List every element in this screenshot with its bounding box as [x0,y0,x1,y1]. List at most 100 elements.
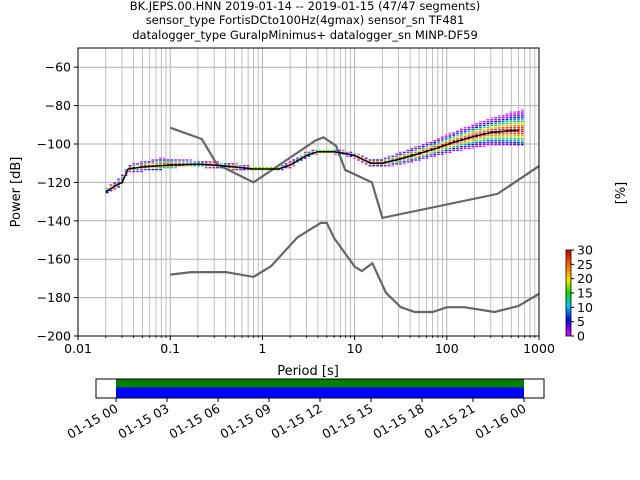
histogram-cell [307,151,311,153]
histogram-cell [444,151,448,153]
histogram-cell [513,138,517,140]
histogram-cell [105,188,109,190]
histogram-cell [437,151,440,153]
histogram-cell [421,149,425,152]
time-tick-label: 01-15 15 [319,401,375,442]
histogram-cell [486,138,490,140]
histogram-cell [147,161,151,163]
histogram-cell [509,120,513,123]
colorbar-tick-label: 5 [577,314,585,329]
histogram-cell [433,145,437,148]
histogram-cell [155,167,159,169]
histogram-cell [303,157,307,159]
histogram-cell [456,130,459,132]
histogram-cell [513,117,517,119]
histogram-cell [509,136,513,138]
histogram-cell [284,163,288,165]
histogram-cell [143,163,147,165]
histogram-cell [444,145,448,148]
histogram-cell [494,119,497,121]
histogram-cell [517,138,520,140]
y-tick-label: −180 [37,290,71,305]
histogram-cell [132,170,136,173]
histogram-cell [414,145,418,148]
histogram-cell [452,144,456,146]
histogram-cell [501,138,505,140]
histogram-cell [505,138,509,140]
histogram-cell [200,161,204,163]
histogram-cell [456,136,459,138]
histogram-cell [494,117,497,119]
histogram-cell [258,167,261,169]
histogram-cell [482,142,486,144]
histogram-cell [124,168,128,171]
histogram-cell [220,163,223,165]
histogram-cell [467,147,471,150]
y-axis-label: Power [dB] [9,157,24,228]
histogram-cell [513,113,517,115]
histogram-cell [471,124,475,127]
histogram-cell [136,165,139,167]
histogram-cell [155,159,159,161]
histogram-cell [292,161,296,163]
histogram-cell [509,134,513,136]
histogram-cell [189,165,193,167]
histogram-cell [479,130,482,132]
histogram-cell [501,117,505,119]
colorbar-tick-label: 20 [577,271,593,286]
histogram-cell [490,130,494,132]
histogram-cell [517,117,520,119]
histogram-cell [418,157,421,159]
histogram-cell [288,161,292,163]
histogram-cell [399,161,402,163]
histogram-cell [482,122,486,125]
histogram-cell [463,132,467,134]
histogram-cell [440,149,444,152]
histogram-cell [494,124,497,127]
histogram-cell [166,167,170,169]
histogram-cell [117,178,120,180]
histogram-cell [402,155,406,157]
histogram-cell [440,151,444,153]
histogram-cell [231,165,235,167]
histogram-cell [288,167,292,169]
histogram-cell [513,122,517,125]
histogram-cell [456,149,459,152]
histogram-cell [520,109,524,111]
histogram-cell [456,145,459,148]
histogram-cell [475,124,478,127]
colorbar-tick-label: 15 [577,286,593,301]
histogram-cell [391,161,395,163]
histogram-cell [296,157,299,159]
time-tick-label: 01-15 06 [166,401,222,442]
histogram-cell [433,153,437,155]
histogram-cell [425,144,429,146]
x-tick-label: 10 [347,341,363,356]
histogram-cell [147,168,151,171]
histogram-cell [136,168,139,171]
histogram-cell [178,159,181,161]
histogram-cell [501,142,505,144]
time-tick-label: 01-15 00 [64,401,120,442]
histogram-cell [159,167,162,169]
histogram-cell [494,120,497,123]
histogram-cell [433,142,437,144]
histogram-cell [490,140,494,142]
histogram-cell [406,149,410,152]
noise-model-nhnm [169,126,540,220]
histogram-cell [520,132,524,134]
histogram-cell [475,126,478,129]
plot-frame [77,47,540,337]
histogram-cell [239,165,242,167]
histogram-cell [185,165,189,167]
histogram-cell [227,163,231,165]
histogram-cell [414,147,418,150]
histogram-cell [520,115,524,117]
histogram-cell [197,165,200,167]
histogram-cell [166,159,170,161]
colorbar-tick-label: 0 [577,329,585,344]
histogram-cell [498,124,501,127]
histogram-cell [357,153,360,155]
histogram-cell [486,126,490,129]
